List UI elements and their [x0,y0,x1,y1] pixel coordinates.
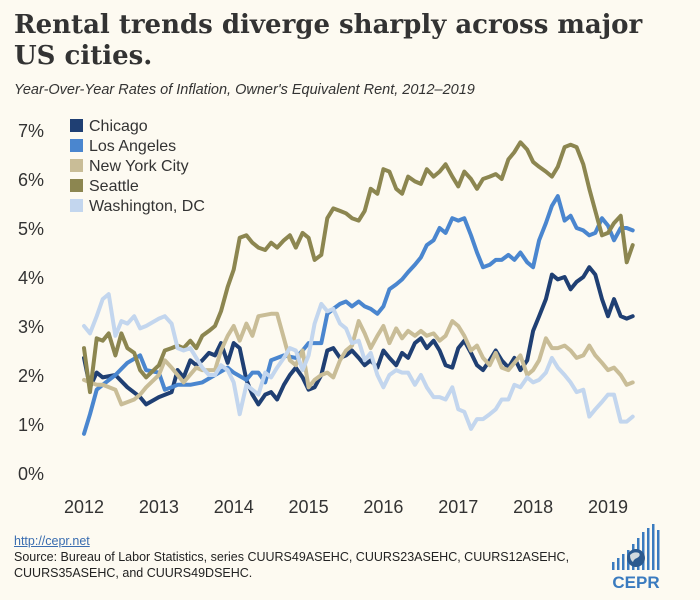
x-tick-label: 2016 [363,497,403,517]
legend-swatch [70,199,83,212]
x-tick-label: 2019 [588,497,628,517]
y-tick-label: 6% [18,170,44,190]
series-line-chicago [82,265,635,407]
series-line-new-york-city [82,311,635,407]
legend-label: Los Angeles [89,138,176,155]
legend-swatch [70,119,83,132]
y-tick-label: 3% [18,317,44,337]
y-tick-label: 0% [18,464,44,484]
series-line-seattle [82,140,635,395]
chart-subtitle: Year-Over-Year Rates of Inflation, Owner… [14,82,475,98]
x-tick-label: 2018 [513,497,553,517]
legend-label: Seattle [89,178,139,195]
series-line-washington-dc [82,292,635,431]
chart-title: Rental trends diverge sharply across maj… [14,10,643,71]
y-tick-label: 5% [18,219,44,239]
x-tick-label: 2013 [139,497,179,517]
y-tick-label: 4% [18,268,44,288]
logo-text: CEPR [612,573,659,592]
legend-label: Washington, DC [89,198,205,215]
cepr-logo: CEPR [612,524,660,592]
legend-label: Chicago [89,118,148,135]
legend-swatch [70,139,83,152]
legend-swatch [70,159,83,172]
legend: Chicago Los Angeles New York City Seattle Wa… [70,118,205,215]
series-line-los-angeles [82,194,635,436]
series-lines [82,140,635,436]
source-note: Source: Bureau of Labor Statistics, seri… [14,550,570,580]
legend-label: New York City [89,158,189,175]
y-tick-label: 2% [18,366,44,386]
x-tick-label: 2012 [64,497,104,517]
x-tick-label: 2014 [214,497,254,517]
y-tick-label: 1% [18,415,44,435]
y-axis: 0% 1% 2% 3% 4% 5% 6% 7% [18,121,44,484]
cepr-link[interactable]: http://cepr.net [14,534,90,548]
x-tick-label: 2017 [438,497,478,517]
x-tick-label: 2015 [289,497,329,517]
x-axis: 2012 2013 2014 2015 2016 2017 2018 2019 [64,497,628,517]
legend-swatch [70,179,83,192]
y-tick-label: 7% [18,121,44,141]
